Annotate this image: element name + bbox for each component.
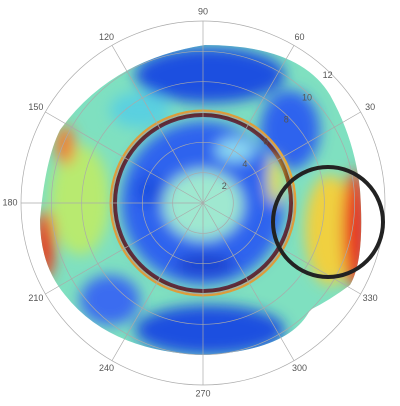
grid-spoke bbox=[45, 111, 204, 204]
theta-tick-label: 120 bbox=[99, 32, 114, 42]
grid-spoke bbox=[111, 45, 204, 204]
grid-spoke bbox=[202, 202, 295, 361]
heatmap bbox=[40, 45, 362, 355]
grid-spoke bbox=[202, 111, 361, 204]
theta-tick-label: 240 bbox=[99, 363, 114, 373]
theta-tick-label: 150 bbox=[28, 102, 43, 112]
theta-tick-label: 300 bbox=[292, 363, 307, 373]
highlight-circle bbox=[271, 165, 385, 279]
r-tick-label: 8 bbox=[284, 114, 289, 124]
r-tick-label: 2 bbox=[222, 181, 227, 191]
grid-spoke bbox=[111, 202, 204, 361]
theta-tick-label: 180 bbox=[2, 197, 17, 207]
theta-tick-label: 330 bbox=[363, 293, 378, 303]
r-tick-label: 4 bbox=[242, 159, 247, 169]
r-tick-label: 10 bbox=[302, 92, 312, 102]
r-tick-label: 6 bbox=[263, 137, 268, 147]
theta-tick-label: 30 bbox=[365, 102, 375, 112]
theta-tick-label: 270 bbox=[195, 388, 210, 398]
r-tick-label: 12 bbox=[323, 70, 333, 80]
grid-spoke bbox=[45, 202, 204, 295]
theta-tick-label: 90 bbox=[198, 6, 208, 16]
theta-tick-label: 60 bbox=[294, 32, 304, 42]
grid bbox=[20, 20, 386, 386]
theta-tick-label: 210 bbox=[28, 293, 43, 303]
grid-spoke bbox=[202, 45, 295, 204]
